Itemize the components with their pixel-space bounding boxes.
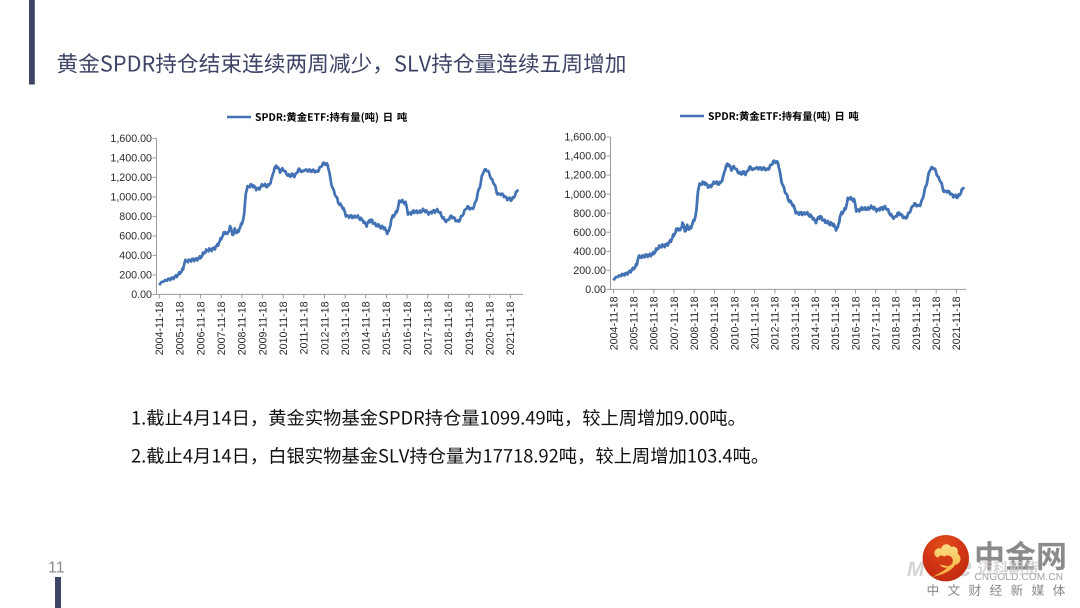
svg-text:600.00: 600.00 [573,227,606,239]
svg-text:2018-11-18: 2018-11-18 [443,301,455,355]
svg-text:2014-11-18: 2014-11-18 [361,301,373,355]
svg-text:2015-11-18: 2015-11-18 [830,296,842,350]
svg-text:2015-11-18: 2015-11-18 [381,301,393,355]
svg-text:2021-11-18: 2021-11-18 [505,301,517,355]
svg-text:600.00: 600.00 [119,231,152,243]
svg-text:CNGOLD.COM.CN: CNGOLD.COM.CN [975,572,1064,583]
svg-text:2009-11-18: 2009-11-18 [257,301,269,355]
svg-text:11: 11 [48,560,65,577]
svg-text:2011-11-18: 2011-11-18 [749,296,761,349]
svg-text:2016-11-18: 2016-11-18 [402,301,414,355]
svg-text:2016-11-18: 2016-11-18 [850,296,862,350]
svg-text:2017-11-18: 2017-11-18 [871,296,883,350]
svg-text:1,200.00: 1,200.00 [110,172,152,184]
svg-text:2019-11-18: 2019-11-18 [464,301,476,355]
svg-text:2021-11-18: 2021-11-18 [951,296,963,350]
svg-text:400.00: 400.00 [573,246,606,258]
svg-text:2008-11-18: 2008-11-18 [689,296,701,350]
svg-text:2012-11-18: 2012-11-18 [319,301,331,355]
svg-text:2005-11-18: 2005-11-18 [175,301,187,355]
svg-text:0.00: 0.00 [131,289,152,301]
svg-text:2011-11-18: 2011-11-18 [299,301,311,354]
svg-text:2004-11-18: 2004-11-18 [608,296,620,350]
svg-text:200.00: 200.00 [573,265,606,277]
svg-text:2010-11-18: 2010-11-18 [729,296,741,350]
svg-text:2012-11-18: 2012-11-18 [770,296,782,350]
svg-text:M: M [907,558,925,581]
svg-text:400.00: 400.00 [119,250,152,262]
svg-text:2018-11-18: 2018-11-18 [891,296,903,350]
svg-text:800.00: 800.00 [119,211,152,223]
svg-text:2007-11-18: 2007-11-18 [216,301,228,355]
svg-text:2014-11-18: 2014-11-18 [810,296,822,350]
svg-text:2017-11-18: 2017-11-18 [423,301,435,355]
svg-text:2020-11-18: 2020-11-18 [485,301,497,355]
svg-text:1,400.00: 1,400.00 [564,151,606,163]
svg-text:2008-11-18: 2008-11-18 [237,301,249,355]
svg-text:2019-11-18: 2019-11-18 [911,296,923,350]
svg-text:2013-11-18: 2013-11-18 [340,301,352,355]
svg-text:2010-11-18: 2010-11-18 [278,301,290,355]
svg-text:1,000.00: 1,000.00 [564,189,606,201]
svg-text:2009-11-18: 2009-11-18 [709,296,721,350]
svg-text:200.00: 200.00 [119,270,152,282]
svg-text:1,200.00: 1,200.00 [564,170,606,182]
svg-text:2013-11-18: 2013-11-18 [790,296,802,350]
svg-text:2006-11-18: 2006-11-18 [195,301,207,355]
svg-text:2005-11-18: 2005-11-18 [628,296,640,350]
svg-text:800.00: 800.00 [573,208,606,220]
svg-text:1,400.00: 1,400.00 [110,153,152,165]
svg-text:1,000.00: 1,000.00 [110,192,152,204]
svg-text:2004-11-18: 2004-11-18 [154,301,166,355]
svg-text:1,600.00: 1,600.00 [110,133,152,145]
svg-text:1,600.00: 1,600.00 [564,132,606,144]
svg-text:2020-11-18: 2020-11-18 [931,296,943,350]
svg-text:2007-11-18: 2007-11-18 [669,296,681,350]
svg-text:2006-11-18: 2006-11-18 [649,296,661,350]
svg-text:0.00: 0.00 [585,284,606,296]
